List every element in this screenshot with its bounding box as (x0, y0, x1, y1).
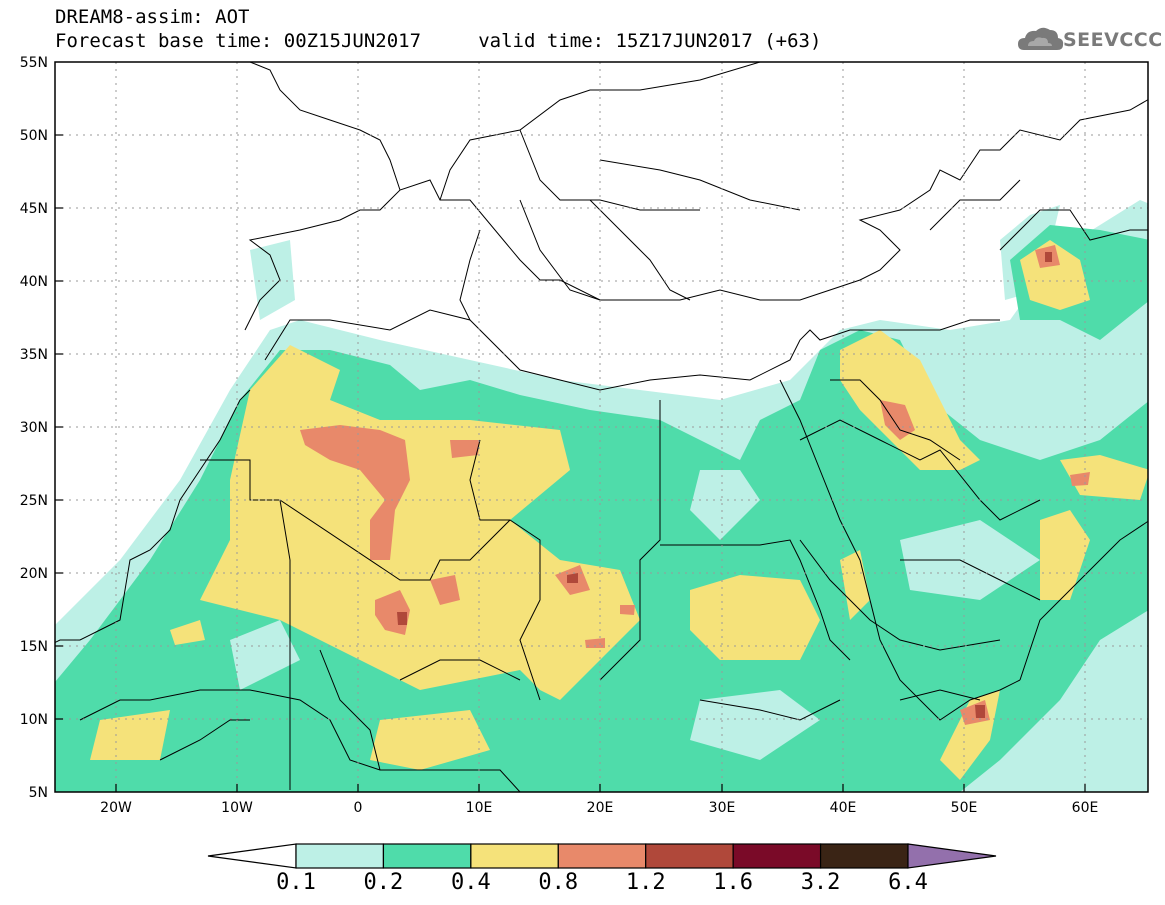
colorbar-segment (732, 843, 822, 869)
colorbar (207, 843, 997, 869)
lat-label: 40N (20, 274, 48, 290)
lat-label: 25N (20, 493, 48, 509)
colorbar-label: 0.4 (450, 870, 491, 895)
colorbar-upper-arrow (907, 843, 997, 869)
lat-label: 15N (20, 639, 48, 655)
graticule (55, 62, 1148, 792)
colorbar-label: 1.6 (713, 870, 754, 895)
lat-label: 30N (20, 420, 48, 436)
lon-label: 60E (1072, 800, 1099, 816)
lon-label: 10W (221, 800, 253, 816)
colorbar-label: 1.2 (625, 870, 666, 895)
lon-label: 20E (587, 800, 614, 816)
lon-label: 10E (466, 800, 493, 816)
colorbar-label: 3.2 (800, 870, 841, 895)
logo-text: SEEVCCC (1063, 29, 1163, 51)
lat-label: 55N (20, 55, 48, 71)
lon-label: 0 (354, 800, 363, 816)
colorbar-segment (382, 843, 472, 869)
colorbar-label: 0.2 (363, 870, 404, 895)
colorbar-segment (470, 843, 559, 869)
aot-field (55, 200, 1148, 792)
cloud-logo-icon (1018, 27, 1064, 50)
colorbar-label: 6.4 (888, 870, 928, 895)
lon-label: 40E (830, 800, 857, 816)
colorbar-segment (819, 843, 909, 869)
colorbar-segment (557, 843, 647, 869)
lat-label: 35N (20, 347, 48, 363)
coastlines (55, 62, 1148, 792)
lon-label: 20W (100, 800, 132, 816)
forecast-times: Forecast base time: 00Z15JUN2017 valid t… (55, 30, 822, 52)
colorbar-lower-arrow (207, 843, 297, 869)
lat-label: 20N (20, 566, 48, 582)
colorbar-segment (295, 843, 385, 869)
map-title: DREAM8-assim: AOT (55, 6, 250, 28)
aot-level-1-2 (397, 252, 1052, 718)
lat-label: 5N (29, 785, 48, 801)
lon-label: 50E (951, 800, 978, 816)
tick-marks (55, 134, 1086, 792)
lon-label: 30E (709, 800, 736, 816)
lat-label: 50N (20, 128, 48, 144)
lat-label: 45N (20, 201, 48, 217)
colorbar-label: 0.8 (538, 870, 579, 895)
colorbar-segment (645, 843, 734, 869)
colorbar-label: 0.1 (276, 870, 316, 895)
lat-label: 10N (20, 712, 48, 728)
